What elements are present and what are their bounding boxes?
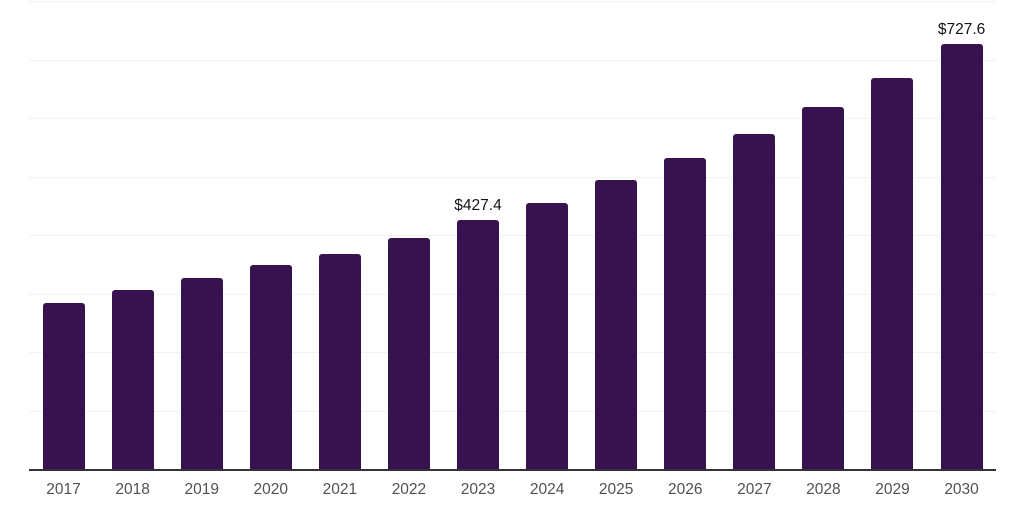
x-axis-line bbox=[29, 469, 996, 471]
gridline bbox=[29, 235, 996, 236]
bar-slot bbox=[651, 2, 720, 470]
x-axis-label-2025: 2025 bbox=[598, 481, 634, 498]
bar-slot bbox=[513, 2, 582, 470]
x-axis-label-2018: 2018 bbox=[115, 481, 150, 498]
gridline bbox=[29, 293, 996, 295]
x-axis-label-2030: 2030 bbox=[944, 481, 979, 498]
bar-2028 bbox=[802, 107, 845, 470]
bar-slot bbox=[98, 2, 167, 470]
x-axis-label-2017: 2017 bbox=[46, 481, 81, 498]
bar-slot bbox=[29, 2, 98, 470]
gridline bbox=[29, 176, 996, 178]
x-axis-labels: 2017 2018 2019 2020 2021 2022 2023 2024 2025 2026… bbox=[29, 480, 996, 500]
bar-2029 bbox=[871, 78, 914, 470]
gridline bbox=[29, 118, 996, 119]
gridline bbox=[29, 1, 996, 2]
gridline bbox=[29, 352, 996, 353]
x-axis-label-2019: 2019 bbox=[184, 481, 219, 498]
bar-slot bbox=[236, 2, 305, 470]
x-axis-label-2021: 2021 bbox=[322, 481, 358, 498]
gridline bbox=[29, 410, 996, 412]
bar-2030 bbox=[940, 44, 983, 470]
gridline bbox=[29, 59, 996, 61]
x-axis-label-2023: 2023 bbox=[460, 481, 496, 498]
bar-2023 bbox=[457, 219, 499, 470]
bar-2018 bbox=[111, 289, 154, 470]
bar-2021 bbox=[318, 253, 361, 470]
bar-slot bbox=[720, 2, 789, 470]
plot-area: $427.4 $727.6 bbox=[29, 1, 996, 471]
bar-slot: $427.4 bbox=[443, 2, 512, 470]
bar-2020 bbox=[249, 264, 292, 470]
x-axis-label-2026: 2026 bbox=[668, 481, 703, 498]
bar-2017 bbox=[42, 302, 85, 470]
x-axis-label-2028: 2028 bbox=[806, 481, 841, 498]
x-axis-label-2029: 2029 bbox=[875, 481, 910, 498]
bar-slot bbox=[167, 2, 236, 470]
bar-2019 bbox=[180, 277, 223, 470]
bar-slot bbox=[374, 2, 443, 470]
bar-slot bbox=[789, 2, 858, 470]
bar-slot bbox=[305, 2, 374, 470]
x-axis-label-2022: 2022 bbox=[391, 481, 427, 498]
bar-2024 bbox=[526, 203, 569, 470]
data-label-2023: $427.4 bbox=[454, 196, 502, 214]
bar-slot bbox=[858, 2, 927, 470]
x-axis-label-2020: 2020 bbox=[253, 481, 289, 498]
x-axis-label-2024: 2024 bbox=[529, 481, 565, 498]
x-axis-label-2027: 2027 bbox=[737, 481, 772, 498]
bar-slot bbox=[582, 2, 651, 470]
bar-2025 bbox=[595, 180, 638, 470]
bar-series: $427.4 $727.6 bbox=[29, 2, 996, 470]
bar-2026 bbox=[664, 158, 707, 470]
data-label-2030: $727.6 bbox=[937, 21, 986, 39]
bar-2027 bbox=[733, 134, 776, 470]
bar-2022 bbox=[387, 237, 430, 470]
bar-slot: $727.6 bbox=[927, 2, 996, 470]
